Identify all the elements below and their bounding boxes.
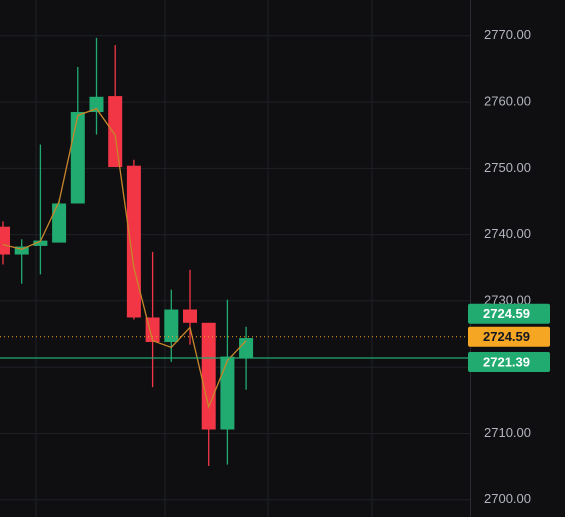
candle-body xyxy=(14,246,29,255)
y-tick-label: 2700.00 xyxy=(484,491,531,506)
vertical-grid xyxy=(35,0,373,517)
y-tick-label: 2710.00 xyxy=(484,425,531,440)
price-label: 2724.59 xyxy=(483,329,530,344)
candle-body xyxy=(52,203,67,243)
price-label-box xyxy=(468,303,550,324)
moving-average-line xyxy=(2,107,247,410)
candle-body xyxy=(164,309,179,343)
y-tick-label: 2730.00 xyxy=(484,292,531,307)
candle-body xyxy=(33,240,48,246)
candle-body xyxy=(0,226,10,255)
candle-body xyxy=(70,112,85,204)
y-tick-label: 2750.00 xyxy=(484,160,531,175)
candle-body xyxy=(145,317,160,343)
price-label-box xyxy=(468,326,550,347)
candle-body xyxy=(183,309,197,323)
y-tick-label: 2740.00 xyxy=(484,226,531,241)
price-label: 2721.39 xyxy=(483,354,530,369)
candle-body xyxy=(201,322,216,430)
candle-body xyxy=(126,165,141,318)
y-tick-label: 2760.00 xyxy=(484,94,531,109)
candle-body xyxy=(220,356,235,430)
price-label: 2724.59 xyxy=(483,306,530,321)
y-tick-label: 2770.00 xyxy=(484,27,531,42)
candle-body xyxy=(239,338,254,358)
candle-body xyxy=(89,96,104,113)
candle-body xyxy=(108,96,123,168)
price-label-box xyxy=(468,351,550,372)
